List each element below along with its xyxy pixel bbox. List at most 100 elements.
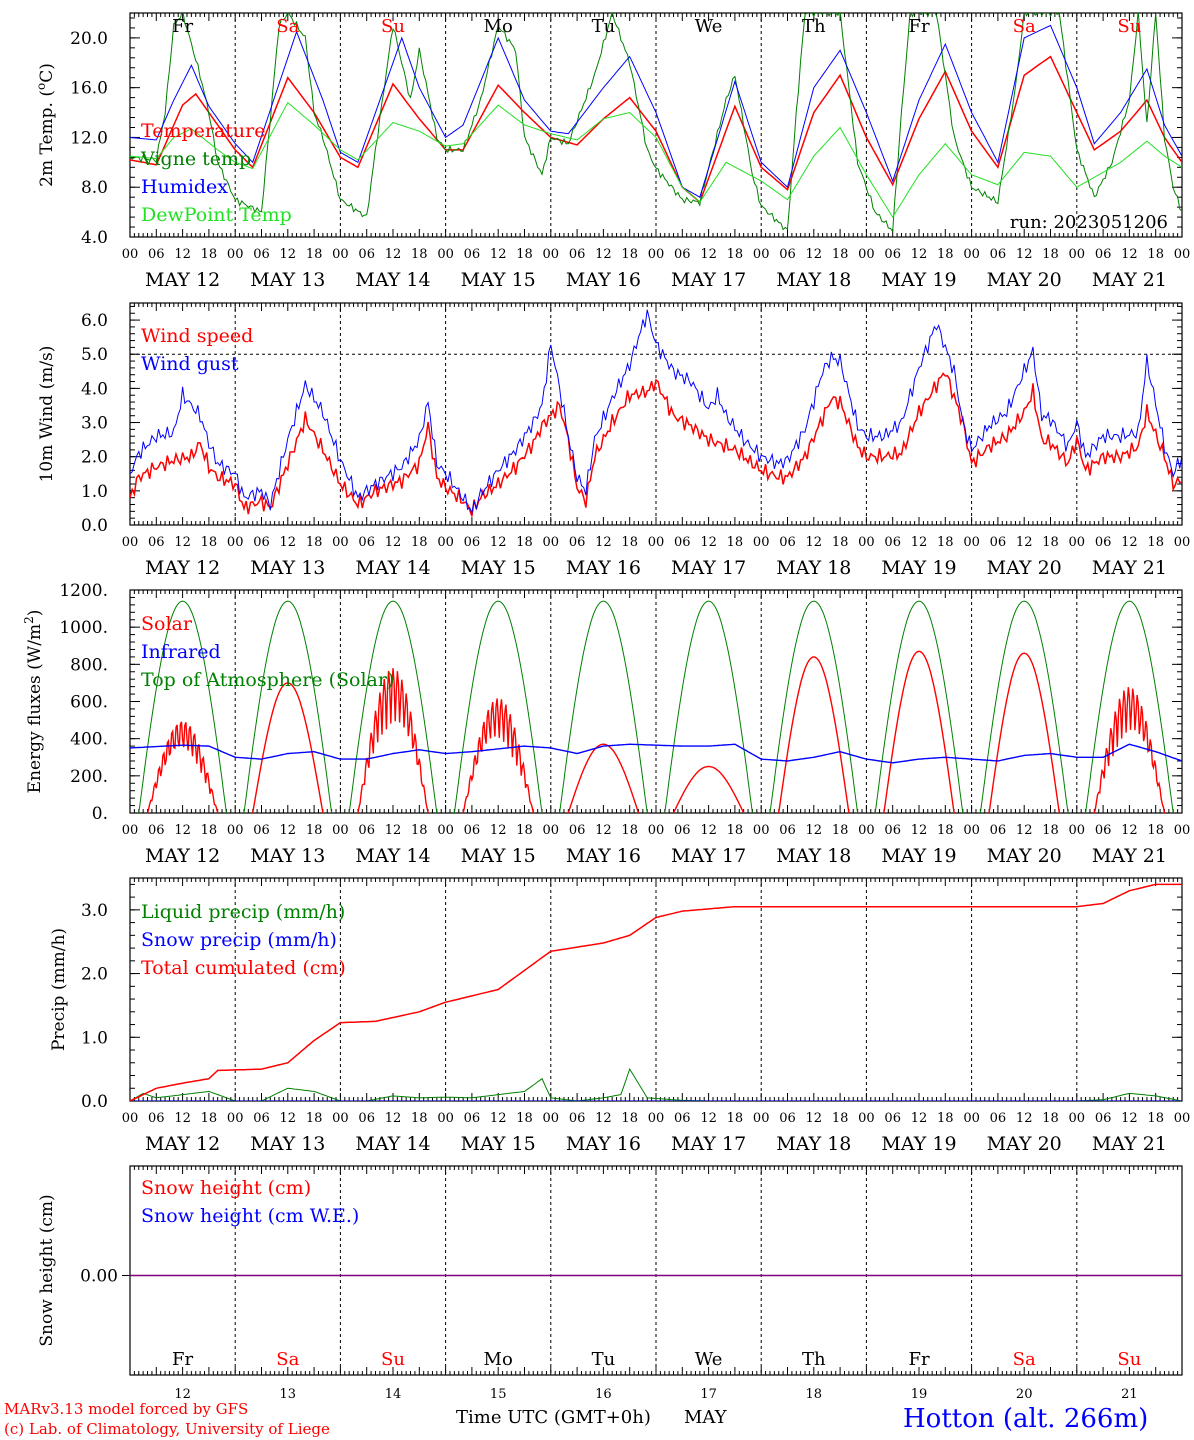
date-label: MAY 17 [671,269,746,291]
y-axis-label-end: ) [25,610,45,617]
hour-label: 12 [385,535,402,550]
y-axis-label-end: C) [37,63,57,83]
date-label: MAY 17 [671,845,746,867]
hour-label: 18 [1042,823,1059,838]
hour-label: 18 [937,823,954,838]
series-group [130,13,1182,233]
hour-label: 12 [595,823,612,838]
toa-solar-line [1085,600,1174,813]
hour-label: 18 [516,247,533,262]
y-tick-label: 800. [70,655,108,675]
run-annotation: run: 2023051206 [1010,212,1168,233]
hour-label: 00 [1174,823,1191,838]
date-label: MAY 14 [355,845,430,867]
hour-label: 06 [253,823,270,838]
hour-label: 06 [884,823,901,838]
solar-line [672,765,745,813]
weekday-label: Mo [484,1349,513,1370]
weekday-label: Th [802,1349,826,1370]
day-number-label: 21 [1121,1387,1138,1402]
date-label: MAY 17 [671,557,746,579]
panel-4: 0.0 1.0 2.0 3.0 Precip (mm/h) 00 06 12 18 MAY 12 0… [49,877,1190,1155]
hour-label: 00 [227,1111,244,1126]
station-name: Hotton (alt. 266m) [903,1404,1148,1434]
hour-label: 18 [1147,247,1164,262]
legend-entry: Infrared [141,641,221,663]
hour-label: 00 [543,1111,560,1126]
hour-label: 06 [779,823,796,838]
date-label: MAY 21 [1092,557,1167,579]
weekday-label: Th [802,16,826,37]
series-line [130,372,1182,517]
hour-label: 06 [779,535,796,550]
legend-entry: Snow height (cm) [141,1177,311,1199]
hour-label: 00 [227,247,244,262]
legend-entry: Total cumulated (cm) [141,957,346,979]
day-number-label: 13 [280,1387,297,1402]
toa-solar-line [559,600,648,813]
y-tick-label: 1.0 [81,482,108,502]
series-line [130,13,1182,233]
day-number-label: 18 [806,1387,823,1402]
hour-label: 00 [332,247,349,262]
hour-label: 06 [569,1111,586,1126]
hour-label: 06 [253,1111,270,1126]
hour-label: 06 [884,535,901,550]
hour-label: 06 [1095,247,1112,262]
y-tick-label: 20.0 [70,29,108,49]
hour-label: 00 [963,535,980,550]
hour-label: 00 [858,1111,875,1126]
hour-label: 12 [1016,535,1033,550]
y-axis-label: 2m Temp. (oC) [34,63,57,187]
hour-label: 06 [674,1111,691,1126]
hour-label: 06 [779,1111,796,1126]
hour-label: 00 [858,247,875,262]
hour-label: 18 [621,823,638,838]
solar-line [357,668,429,813]
weekday-label: Tu [592,16,616,37]
hour-label: 18 [937,247,954,262]
y-axis-label-sup: o [34,83,48,90]
hour-label: 12 [1016,823,1033,838]
hour-label: 12 [174,1111,191,1126]
toa-solar-line [979,600,1069,813]
y-tick-label: 0.0 [81,516,108,536]
date-label: MAY 16 [566,557,641,579]
hour-label: 18 [621,1111,638,1126]
weekday-label: Su [1117,16,1141,37]
hour-label: 00 [122,535,139,550]
date-label: MAY 13 [250,845,325,867]
hour-label: 18 [201,1111,218,1126]
day-number-label: 14 [385,1387,402,1402]
y-tick-label: 6.0 [81,311,108,331]
hour-label: 18 [727,247,744,262]
hour-label: 18 [1042,1111,1059,1126]
legend-entry: Solar [141,613,193,635]
hour-label: 18 [411,1111,428,1126]
date-label: MAY 20 [987,845,1062,867]
date-label: MAY 16 [566,845,641,867]
hour-label: 00 [648,535,665,550]
hour-label: 06 [569,247,586,262]
day-number-label: 15 [490,1387,507,1402]
hour-label: 00 [122,1111,139,1126]
day-number-label: 17 [700,1387,717,1402]
hour-label: 12 [174,823,191,838]
y-tick-label: 1000. [59,618,108,638]
hour-label: 18 [1042,535,1059,550]
panel-3: 0. 200. 400. 600. 800. 1000. 1200. Energy fluxe… [22,581,1190,867]
hour-label: 06 [358,247,375,262]
date-label: MAY 18 [776,557,851,579]
y-tick-label: 1.0 [81,1028,108,1048]
hour-label: 00 [648,1111,665,1126]
solar-line [883,650,955,813]
hour-label: 18 [516,535,533,550]
solar-line [146,721,219,813]
hour-label: 06 [674,823,691,838]
hour-label: 00 [648,247,665,262]
hour-label: 12 [174,535,191,550]
hour-label: 06 [464,823,481,838]
hour-label: 12 [595,247,612,262]
hour-label: 06 [1095,535,1112,550]
series-line [130,24,1182,198]
